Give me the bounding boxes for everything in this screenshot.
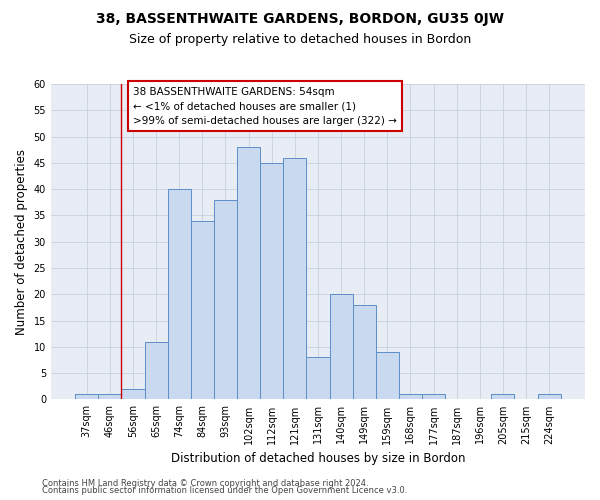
Text: Contains HM Land Registry data © Crown copyright and database right 2024.: Contains HM Land Registry data © Crown c… (42, 478, 368, 488)
Text: Size of property relative to detached houses in Bordon: Size of property relative to detached ho… (129, 32, 471, 46)
Bar (214, 200, 237, 400)
Bar (75, 394, 98, 400)
Bar (98, 394, 121, 400)
Bar (167, 189, 191, 400)
Y-axis label: Number of detached properties: Number of detached properties (15, 148, 28, 334)
Bar (307, 358, 329, 400)
Bar (329, 294, 353, 400)
Bar (353, 305, 376, 400)
Bar (260, 163, 283, 400)
Bar (538, 394, 561, 400)
X-axis label: Distribution of detached houses by size in Bordon: Distribution of detached houses by size … (171, 452, 465, 465)
Text: 38 BASSENTHWAITE GARDENS: 54sqm
← <1% of detached houses are smaller (1)
>99% of: 38 BASSENTHWAITE GARDENS: 54sqm ← <1% of… (133, 86, 397, 126)
Bar (399, 394, 422, 400)
Bar (191, 220, 214, 400)
Bar (283, 158, 307, 400)
Bar (237, 147, 260, 400)
Bar (121, 389, 145, 400)
Bar (491, 394, 514, 400)
Bar (422, 394, 445, 400)
Text: 38, BASSENTHWAITE GARDENS, BORDON, GU35 0JW: 38, BASSENTHWAITE GARDENS, BORDON, GU35 … (96, 12, 504, 26)
Bar (376, 352, 399, 400)
Bar (145, 342, 167, 400)
Text: Contains public sector information licensed under the Open Government Licence v3: Contains public sector information licen… (42, 486, 407, 495)
